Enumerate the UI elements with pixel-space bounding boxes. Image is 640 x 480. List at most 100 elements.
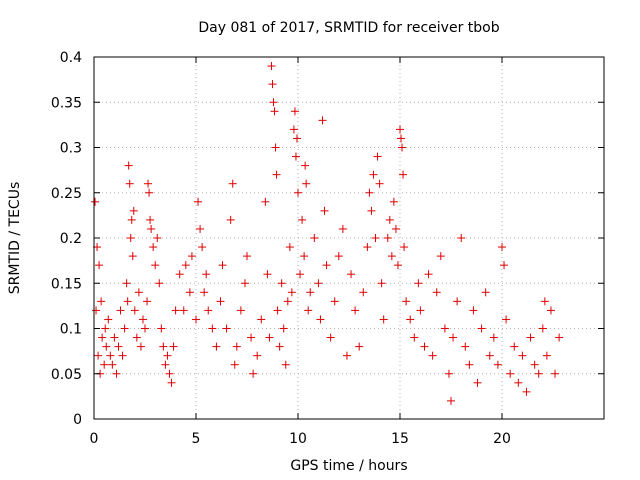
data-point	[196, 224, 205, 233]
data-point	[130, 306, 139, 315]
data-point	[145, 188, 154, 197]
data-point	[265, 333, 274, 342]
data-point	[440, 324, 449, 333]
data-point	[391, 224, 400, 233]
data-point	[387, 252, 396, 261]
data-point	[230, 360, 239, 369]
grid	[94, 57, 604, 419]
data-point	[281, 360, 290, 369]
data-point	[301, 161, 310, 170]
y-tick-label: 0.15	[51, 276, 82, 292]
data-point	[338, 224, 347, 233]
data-point	[202, 270, 211, 279]
data-point	[551, 369, 560, 378]
y-axis-label: SRMTID / TECUs	[7, 182, 23, 295]
y-tick-labels: 0 0.05 0.1 0.15 0.2 0.25 0.3 0.35 0.4	[51, 50, 82, 428]
data-point	[371, 234, 380, 242]
data-point	[296, 270, 305, 279]
data-point	[473, 378, 482, 387]
data-point	[232, 342, 241, 351]
data-point	[116, 306, 125, 315]
data-point	[243, 252, 251, 261]
data-point	[114, 342, 123, 351]
data-point	[100, 360, 109, 369]
data-point	[128, 252, 137, 261]
data-point	[167, 378, 176, 387]
data-point	[124, 161, 133, 170]
data-point	[416, 306, 425, 315]
data-point	[310, 234, 319, 242]
data-point	[447, 396, 455, 405]
data-point	[91, 197, 100, 206]
data-point	[542, 351, 551, 360]
data-point	[275, 342, 284, 351]
x-axis-label: GPS time / hours	[290, 458, 407, 474]
data-point	[449, 333, 458, 342]
data-point	[257, 315, 266, 324]
data-point	[122, 279, 131, 288]
data-point	[377, 279, 386, 288]
data-point	[97, 297, 106, 306]
data-point	[123, 297, 132, 306]
y-tick-label: 0.3	[60, 141, 82, 157]
data-point	[146, 215, 155, 224]
data-point	[98, 333, 107, 342]
data-point	[187, 252, 196, 261]
data-point	[355, 342, 364, 351]
data-point	[481, 288, 490, 297]
data-point	[367, 206, 376, 215]
data-point	[287, 288, 296, 297]
data-point	[277, 279, 286, 288]
data-point	[112, 369, 121, 378]
data-point	[522, 387, 531, 396]
data-point	[175, 270, 184, 279]
y-tick-label: 0.35	[51, 95, 82, 111]
data-point	[290, 107, 299, 116]
data-point	[226, 215, 235, 224]
data-point	[261, 197, 270, 206]
data-point	[306, 288, 315, 297]
axes	[93, 56, 605, 420]
data-point	[292, 134, 301, 143]
data-point	[406, 315, 415, 324]
data-point	[198, 243, 207, 252]
data-point	[285, 243, 294, 252]
data-point	[359, 288, 368, 297]
data-point	[204, 306, 213, 315]
data-point	[273, 306, 282, 315]
data-point	[101, 324, 110, 333]
data-point	[271, 143, 280, 152]
data-point	[127, 215, 136, 224]
x-tick-label: 0	[90, 431, 99, 447]
data-point	[518, 351, 527, 360]
data-point	[500, 261, 509, 270]
data-point	[289, 125, 298, 134]
data-point	[428, 351, 437, 360]
x-tick-label: 5	[192, 431, 201, 447]
data-point	[138, 315, 147, 324]
data-point	[126, 234, 135, 242]
data-point	[318, 116, 327, 125]
data-point	[108, 360, 117, 369]
data-point	[399, 170, 408, 179]
data-point	[351, 306, 360, 315]
data-point	[498, 243, 506, 252]
data-point	[125, 179, 134, 188]
data-point	[212, 342, 221, 351]
data-point	[240, 279, 249, 288]
data-point	[94, 351, 103, 360]
data-point	[436, 252, 445, 261]
data-point	[143, 297, 152, 306]
data-point	[320, 206, 329, 215]
data-point	[269, 98, 278, 107]
data-point	[538, 324, 547, 333]
data-point	[270, 107, 279, 116]
data-point	[510, 342, 519, 351]
data-point	[134, 288, 143, 297]
y-tick-label: 0.4	[60, 50, 82, 66]
data-point	[526, 333, 535, 342]
data-point	[194, 197, 203, 206]
data-point	[294, 188, 302, 197]
data-point	[389, 197, 398, 206]
